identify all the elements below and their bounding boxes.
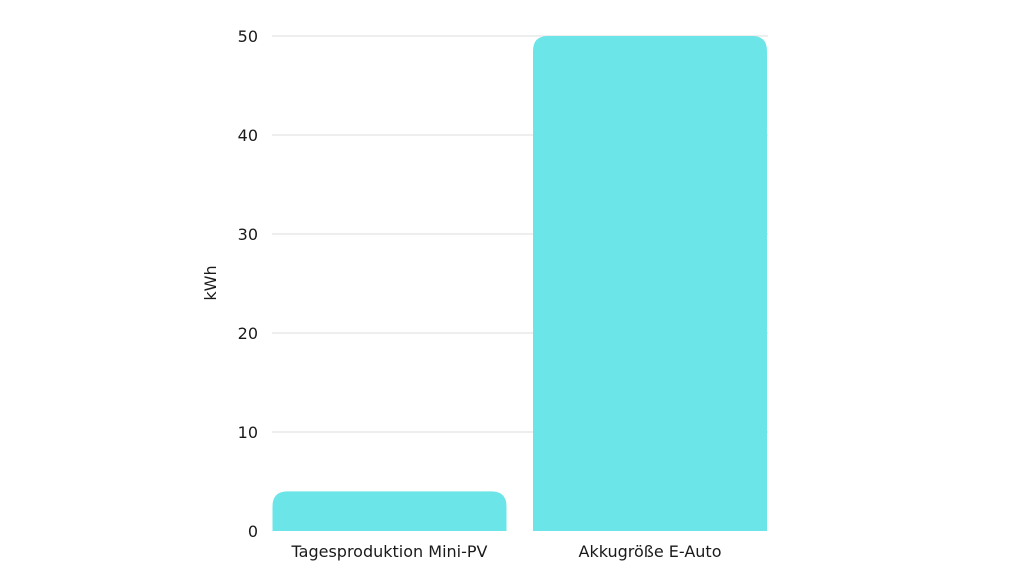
y-tick-label: 50	[238, 27, 258, 46]
y-tick-label: 10	[238, 423, 258, 442]
x-tick-label: Akkugröße E-Auto	[579, 542, 722, 561]
x-tick-label: Tagesproduktion Mini-PV	[291, 542, 488, 561]
y-tick-label: 0	[248, 522, 258, 541]
y-tick-label: 40	[238, 126, 258, 145]
y-tick-label: 20	[238, 324, 258, 343]
y-tick-label: 30	[238, 225, 258, 244]
x-tick-labels: Tagesproduktion Mini-PV Akkugröße E-Auto	[291, 542, 722, 561]
y-axis-title: kWh	[201, 265, 220, 300]
bar	[272, 491, 507, 531]
y-tick-labels: 0 10 20 30 40 50	[238, 27, 258, 541]
bar	[533, 36, 767, 531]
bar-layer	[272, 36, 767, 531]
